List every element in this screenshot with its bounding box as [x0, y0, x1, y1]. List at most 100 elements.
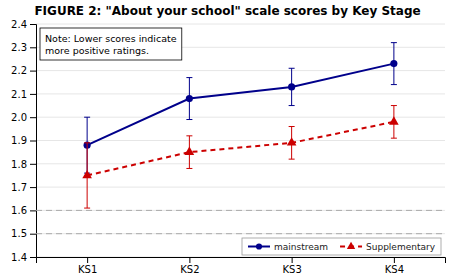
y-tick: 1.5 — [11, 228, 36, 239]
y-tick-mark — [30, 234, 36, 235]
x-tick-label: KS4 — [385, 264, 404, 275]
grid-line — [36, 70, 445, 71]
annotation: Note: Lower scores indicatemore positive… — [40, 28, 182, 60]
y-tick-mark — [30, 47, 36, 48]
legend-item: Supplementary — [340, 242, 436, 252]
marks — [36, 43, 445, 234]
series — [82, 106, 398, 209]
marker — [186, 95, 193, 102]
y-tick-mark — [30, 24, 36, 25]
error-cap — [289, 126, 295, 127]
error-cap — [391, 138, 397, 139]
y-tick: 2.4 — [11, 19, 36, 30]
error-cap — [186, 119, 192, 120]
legend-marker — [347, 242, 355, 249]
y-tick-label: 2.3 — [11, 42, 27, 53]
marker — [287, 137, 297, 145]
marker — [185, 147, 195, 155]
grid-line — [36, 187, 445, 188]
legend-marker — [256, 243, 262, 249]
y-tick: 1.9 — [11, 135, 36, 146]
annotation-line: Note: Lower scores indicate — [45, 33, 177, 44]
error-cap — [289, 68, 295, 69]
x-tick-mark — [292, 257, 293, 263]
y-tick-label: 2.2 — [11, 65, 27, 76]
annotation-box — [40, 28, 182, 60]
y-tick-mark — [30, 94, 36, 95]
error-cap — [391, 84, 397, 85]
marker — [390, 60, 397, 67]
marker — [389, 116, 399, 124]
x-tick: KS3 — [282, 257, 301, 275]
error-cap — [289, 105, 295, 106]
x-tick-label: KS2 — [180, 264, 199, 275]
error-cap — [186, 135, 192, 136]
reference-line — [36, 210, 445, 211]
error-cap — [289, 159, 295, 160]
y-tick-label: 2.4 — [11, 19, 27, 30]
x-axis-line — [37, 258, 446, 264]
plot: 1.41.51.61.71.81.92.02.12.22.32.4KS1KS2K… — [11, 19, 445, 275]
grid-line — [36, 24, 445, 25]
y-axis-line — [30, 25, 37, 258]
x-tick-mark — [394, 257, 395, 263]
y-tick: 2.2 — [11, 65, 36, 76]
legend: mainstream Supplementary — [242, 238, 441, 255]
y-tick-label: 1.4 — [11, 252, 27, 263]
legend-label: mainstream — [274, 242, 328, 252]
error-cap — [186, 168, 192, 169]
grid-line — [36, 163, 445, 164]
y-tick-label: 1.6 — [11, 205, 27, 216]
x-tick: KS2 — [180, 257, 199, 275]
series — [84, 43, 398, 173]
y-tick-label: 1.5 — [11, 228, 27, 239]
line — [87, 122, 394, 176]
grid-line — [36, 210, 445, 211]
y-tick-mark — [30, 117, 36, 118]
error-cap — [84, 208, 90, 209]
x-tick-label: KS1 — [78, 264, 97, 275]
y-tick: 1.7 — [11, 182, 36, 193]
y-tick: 1.8 — [11, 159, 36, 170]
y-tick: 1.6 — [11, 205, 36, 216]
title: FIGURE 2: "About your school" scale scor… — [34, 4, 420, 18]
y-tick-label: 1.9 — [11, 135, 27, 146]
reference-line — [36, 233, 445, 234]
error-cap — [84, 142, 90, 143]
legend-label: Supplementary — [366, 242, 436, 252]
legend-box — [242, 238, 441, 255]
y-tick: 2.0 — [11, 112, 36, 123]
annotation-text: Note: Lower scores indicatemore positive… — [45, 33, 177, 56]
legend-item: mainstream — [248, 242, 328, 252]
y-tick-mark — [30, 187, 36, 188]
y-tick-label: 2.0 — [11, 112, 27, 123]
grid-line — [36, 233, 445, 234]
chart: FIGURE 2: "About your school" scale scor… — [0, 0, 455, 279]
y-tick-mark — [30, 164, 36, 165]
x-tick: KS1 — [78, 257, 97, 275]
y-tick-mark — [30, 141, 36, 142]
y-tick-mark — [30, 71, 36, 72]
y-tick-mark — [30, 210, 36, 211]
y-tick: 2.3 — [11, 42, 36, 53]
marker — [288, 83, 295, 90]
grid-line — [36, 117, 445, 118]
x-axis: KS1 KS2 KS3 KS4 — [37, 257, 446, 275]
line — [87, 64, 394, 146]
y-tick: 1.4 — [11, 252, 36, 263]
y-tick-mark — [30, 257, 36, 258]
grid — [36, 24, 445, 257]
x-tick-mark — [189, 257, 190, 263]
x-tick-mark — [87, 257, 88, 263]
y-tick-label: 1.7 — [11, 182, 27, 193]
error-cap — [84, 117, 90, 118]
y-tick: 2.1 — [11, 89, 36, 100]
error-cap — [391, 42, 397, 43]
y-tick-label: 1.8 — [11, 159, 27, 170]
x-tick-label: KS3 — [282, 264, 301, 275]
error-cap — [391, 105, 397, 106]
marker — [82, 170, 92, 178]
x-tick: KS4 — [385, 257, 404, 275]
error-cap — [186, 77, 192, 78]
annotation-line: more positive ratings. — [45, 45, 149, 56]
